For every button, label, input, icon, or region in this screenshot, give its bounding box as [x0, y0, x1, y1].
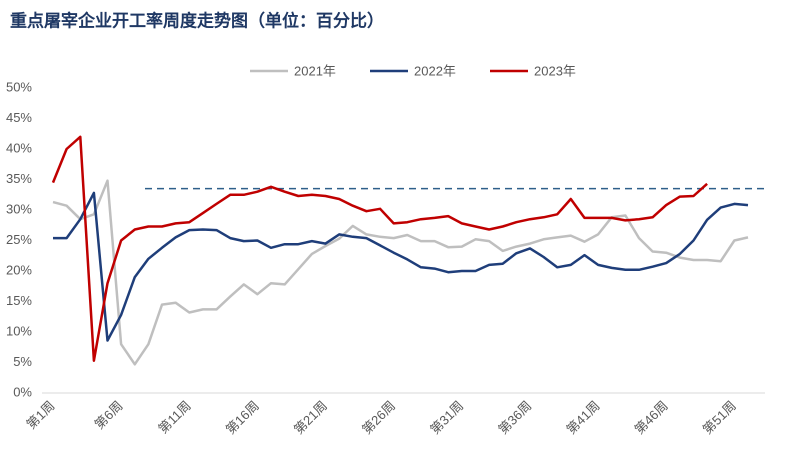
x-tick-label: 第6周 — [92, 398, 126, 432]
legend-label: 2021年 — [294, 63, 336, 78]
y-tick-label: 50% — [6, 79, 32, 94]
y-tick-label: 5% — [13, 354, 32, 369]
x-tick-label: 第26周 — [359, 398, 398, 437]
x-tick-label: 第41周 — [563, 398, 602, 437]
y-tick-label: 40% — [6, 140, 32, 155]
y-tick-label: 10% — [6, 323, 32, 338]
legend-label: 2023年 — [534, 63, 576, 78]
chart-title: 重点屠宰企业开工率周度走势图（单位：百分比） — [10, 10, 384, 30]
x-tick-label: 第1周 — [23, 398, 57, 432]
x-tick-label: 第16周 — [223, 398, 262, 437]
y-tick-label: 20% — [6, 262, 32, 277]
series-line — [53, 191, 749, 342]
x-tick-label: 第51周 — [700, 398, 739, 437]
x-tick-label: 第31周 — [427, 398, 466, 437]
y-tick-label: 25% — [6, 232, 32, 247]
x-tick-label: 第21周 — [291, 398, 330, 437]
y-tick-label: 35% — [6, 171, 32, 186]
y-tick-label: 15% — [6, 293, 32, 308]
x-tick-label: 第46周 — [632, 398, 671, 437]
y-tick-label: 45% — [6, 110, 32, 125]
x-tick-label: 第11周 — [155, 398, 194, 437]
y-tick-label: 0% — [13, 384, 32, 399]
series-line — [51, 135, 708, 362]
series-line — [52, 179, 749, 366]
x-tick-label: 第36周 — [495, 398, 534, 437]
y-tick-label: 30% — [6, 201, 32, 216]
legend-label: 2022年 — [414, 63, 456, 78]
